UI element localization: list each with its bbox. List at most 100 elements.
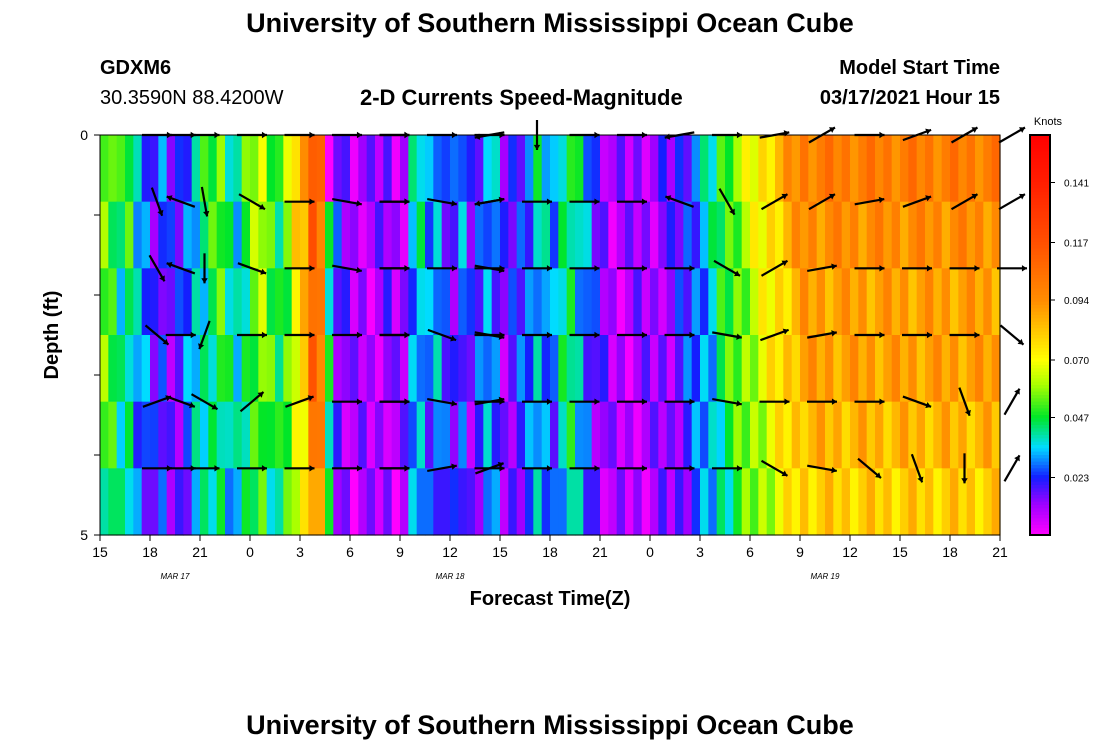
- colorbar-segment: [1030, 235, 1050, 239]
- heatmap-cell: [966, 468, 976, 536]
- heatmap-cell: [525, 201, 534, 269]
- heatmap-cell: [350, 201, 359, 269]
- colorbar-segment: [1030, 181, 1050, 186]
- heatmap-cell: [916, 201, 926, 269]
- heatmap-cell: [191, 135, 201, 203]
- heatmap-cell: [200, 468, 209, 536]
- arrow-head: [356, 331, 362, 339]
- heatmap-cell: [725, 135, 734, 203]
- arrow-head: [203, 210, 210, 217]
- heatmap-cell: [158, 401, 168, 469]
- colorbar-segment: [1030, 515, 1050, 519]
- heatmap-cell: [583, 468, 593, 536]
- colorbar-segment: [1030, 461, 1050, 466]
- heatmap-cell: [758, 201, 768, 269]
- heatmap-cell: [966, 268, 976, 336]
- heatmap-cell: [858, 135, 868, 203]
- arrow-head: [214, 465, 220, 472]
- colorbar-segment: [1030, 161, 1050, 166]
- heatmap-cell: [975, 201, 984, 269]
- heatmap-cell: [208, 201, 218, 269]
- heatmap-cell: [358, 135, 368, 203]
- heatmap-cell: [508, 401, 518, 469]
- heatmap-cell: [916, 401, 926, 469]
- heatmap-cell: [983, 401, 993, 469]
- heatmap-cell: [650, 401, 659, 469]
- heatmap-cell: [616, 135, 626, 203]
- heatmap-cell: [933, 468, 943, 536]
- heatmap-cell: [458, 401, 468, 469]
- heatmap-cell: [558, 201, 568, 269]
- heatmap-cell: [991, 135, 1001, 203]
- colorbar-segment: [1030, 491, 1050, 496]
- heatmap-cell: [216, 401, 226, 469]
- y-tick-label: 0: [80, 127, 88, 143]
- heatmap-cell: [625, 335, 634, 403]
- heatmap-cell: [291, 401, 301, 469]
- heatmap-cell: [116, 268, 126, 336]
- heatmap-cell: [633, 268, 643, 336]
- heatmap-cell: [566, 335, 576, 403]
- heatmap-cell: [833, 468, 843, 536]
- heatmap-cell: [408, 201, 418, 269]
- heatmap-cell: [408, 268, 418, 336]
- heatmap-cell: [316, 401, 326, 469]
- arrow-head: [198, 343, 205, 350]
- heatmap-cell: [575, 268, 584, 336]
- x-tick-label: 21: [592, 544, 608, 560]
- heatmap-cell: [858, 401, 868, 469]
- heatmap-cell: [108, 468, 118, 536]
- heatmap-cell: [208, 401, 218, 469]
- heatmap-cell: [650, 201, 659, 269]
- heatmap-cell: [858, 201, 868, 269]
- heatmap-cell: [291, 268, 301, 336]
- heatmap-cell: [975, 135, 984, 203]
- heatmap-cell: [633, 201, 643, 269]
- x-date-label: MAR 18: [436, 572, 465, 581]
- heatmap-cell: [883, 135, 893, 203]
- heatmap-cell: [366, 335, 376, 403]
- heatmap-cell: [675, 135, 684, 203]
- arrow-head: [875, 472, 881, 478]
- page-title: University of Southern Mississippi Ocean…: [246, 8, 854, 38]
- heatmap-cell: [300, 268, 309, 336]
- arrow-head: [261, 465, 267, 472]
- heatmap-cell: [983, 135, 993, 203]
- heatmap-cell: [916, 335, 926, 403]
- arrow-head: [1017, 338, 1024, 345]
- heatmap-cell: [291, 201, 301, 269]
- colorbar-segment: [1030, 508, 1050, 513]
- heatmap-cell: [725, 268, 734, 336]
- heatmap-cell: [200, 335, 209, 403]
- arrow-head: [546, 331, 552, 339]
- arrow-head: [926, 265, 932, 272]
- heatmap-cell: [358, 335, 368, 403]
- heatmap-cell: [216, 201, 226, 269]
- heatmap-cell: [675, 335, 684, 403]
- heatmap-cell: [441, 468, 451, 536]
- heatmap-cell: [258, 335, 268, 403]
- heatmap-cell: [366, 268, 376, 336]
- colorbar-segment: [1030, 368, 1050, 373]
- heatmap-cell: [383, 201, 393, 269]
- heatmap-cell: [366, 201, 376, 269]
- heatmap-cell: [141, 335, 151, 403]
- heatmap-cell: [958, 468, 968, 536]
- x-tick-label: 9: [396, 544, 404, 560]
- arrow-head: [831, 466, 837, 474]
- heatmap-cell: [241, 201, 251, 269]
- heatmap-cell: [983, 468, 993, 536]
- arrow-head: [499, 465, 505, 472]
- heatmap-cell: [208, 268, 218, 336]
- heatmap-cell: [933, 135, 943, 203]
- heatmap-cell: [783, 268, 793, 336]
- heatmap-cell: [791, 201, 801, 269]
- heatmap-cell: [891, 401, 901, 469]
- heatmap-cell: [341, 268, 351, 336]
- heatmap-cell: [300, 401, 309, 469]
- heatmap-cell: [808, 268, 818, 336]
- heatmap-cell: [750, 401, 759, 469]
- arrow-head: [782, 328, 789, 335]
- y-axis-label: Depth (ft): [41, 291, 63, 380]
- colorbar-segment: [1030, 385, 1050, 389]
